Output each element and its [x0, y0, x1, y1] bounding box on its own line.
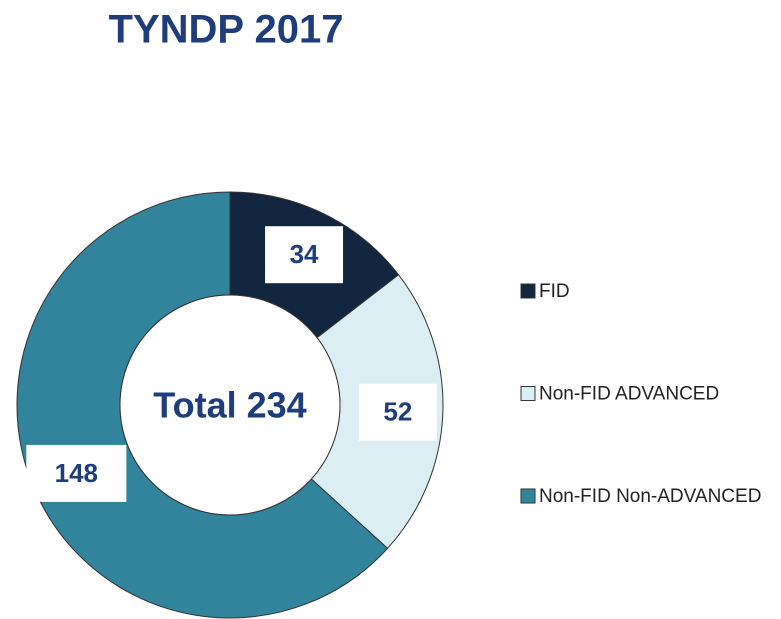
legend-label: Non-FID Non-ADVANCED: [539, 486, 761, 507]
value-label: 34: [290, 239, 319, 269]
value-label-box: [265, 226, 344, 284]
legend-label: Non-FID ADVANCED: [539, 384, 719, 405]
center-label: Total 234: [153, 385, 306, 426]
legend-swatch: [520, 488, 536, 504]
value-label: 52: [383, 397, 412, 427]
value-label-box: [358, 383, 437, 441]
legend-label: FID: [539, 281, 570, 302]
legend-swatch: [520, 283, 536, 299]
value-label-box: [26, 444, 127, 502]
value-label: 148: [55, 458, 98, 488]
legend-swatch: [520, 386, 536, 401]
chart-title: TYNDP 2017: [109, 8, 344, 52]
donut-hole: [119, 294, 341, 516]
